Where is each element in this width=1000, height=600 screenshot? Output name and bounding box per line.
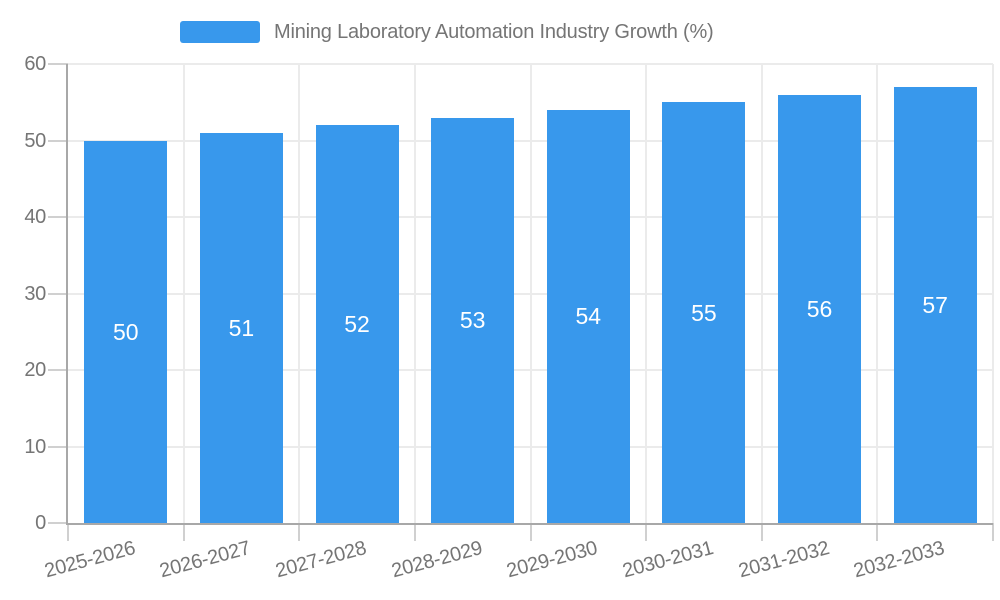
gridline-vertical — [413, 64, 416, 523]
gridline-vertical — [760, 64, 763, 523]
x-axis-tick-label: 2032-2033 — [851, 537, 947, 583]
y-axis-tick — [48, 63, 68, 65]
bar-value-label: 54 — [575, 303, 602, 330]
x-axis-tick — [529, 523, 532, 541]
x-axis-tick — [182, 523, 185, 541]
bar[interactable] — [662, 102, 746, 523]
x-axis-tick — [992, 523, 994, 541]
x-axis-tick — [876, 523, 879, 541]
x-axis-tick-label: 2031-2032 — [735, 537, 832, 583]
x-axis-tick — [760, 523, 763, 541]
bar-value-label: 56 — [806, 295, 833, 322]
bar-value-label: 55 — [691, 299, 717, 326]
bar[interactable] — [315, 125, 399, 523]
legend-swatch-icon — [180, 21, 260, 43]
gridline-vertical — [992, 64, 994, 523]
x-axis-tick-label: 2026-2027 — [157, 537, 254, 583]
gridline-vertical — [876, 64, 879, 523]
bar[interactable] — [431, 117, 515, 523]
y-axis-tick-label: 40 — [24, 206, 46, 228]
y-axis-tick — [48, 292, 68, 295]
y-axis-line — [66, 64, 68, 523]
bar-value-label: 53 — [459, 307, 486, 334]
y-axis-tick — [48, 216, 68, 218]
x-axis-tick — [645, 523, 648, 541]
y-axis-tick — [48, 445, 68, 448]
y-axis-tick-label: 30 — [24, 282, 46, 305]
legend-label: Mining Laboratory Automation Industry Gr… — [274, 20, 714, 43]
y-axis-tick-label: 20 — [24, 359, 46, 381]
bar-value-label: 52 — [344, 311, 370, 338]
bar[interactable] — [546, 109, 630, 523]
x-axis-line — [66, 523, 993, 525]
y-axis-tick-label: 50 — [24, 129, 46, 152]
legend[interactable]: Mining Laboratory Automation Industry Gr… — [180, 19, 714, 45]
y-axis-tick-label: 0 — [35, 512, 46, 534]
bar-value-label: 57 — [922, 291, 948, 318]
gridline-vertical — [182, 64, 185, 523]
x-axis-tick-label: 2029-2030 — [504, 537, 601, 583]
gridline-vertical — [298, 64, 301, 523]
y-axis-tick-label: 60 — [24, 53, 46, 75]
gridline-vertical — [645, 64, 648, 523]
y-axis-tick — [48, 139, 68, 142]
bar-value-label: 51 — [228, 314, 255, 341]
y-axis-tick — [48, 369, 68, 371]
bar[interactable] — [893, 86, 977, 523]
gridline-vertical — [529, 64, 532, 523]
x-axis-tick — [413, 523, 416, 541]
x-axis-tick-label: 2027-2028 — [273, 537, 369, 583]
bar-value-label: 50 — [113, 318, 139, 345]
x-axis-tick-label: 2028-2029 — [388, 537, 485, 583]
bar[interactable] — [199, 132, 283, 523]
bar[interactable] — [778, 94, 862, 523]
x-axis-tick — [67, 523, 69, 541]
x-axis-tick — [298, 523, 301, 541]
y-axis-tick-label: 10 — [24, 435, 46, 458]
bar[interactable] — [84, 140, 168, 523]
y-axis-tick — [48, 522, 68, 524]
x-axis-tick-label: 2030-2031 — [620, 537, 716, 583]
x-axis-tick-label: 2025-2026 — [42, 537, 138, 583]
